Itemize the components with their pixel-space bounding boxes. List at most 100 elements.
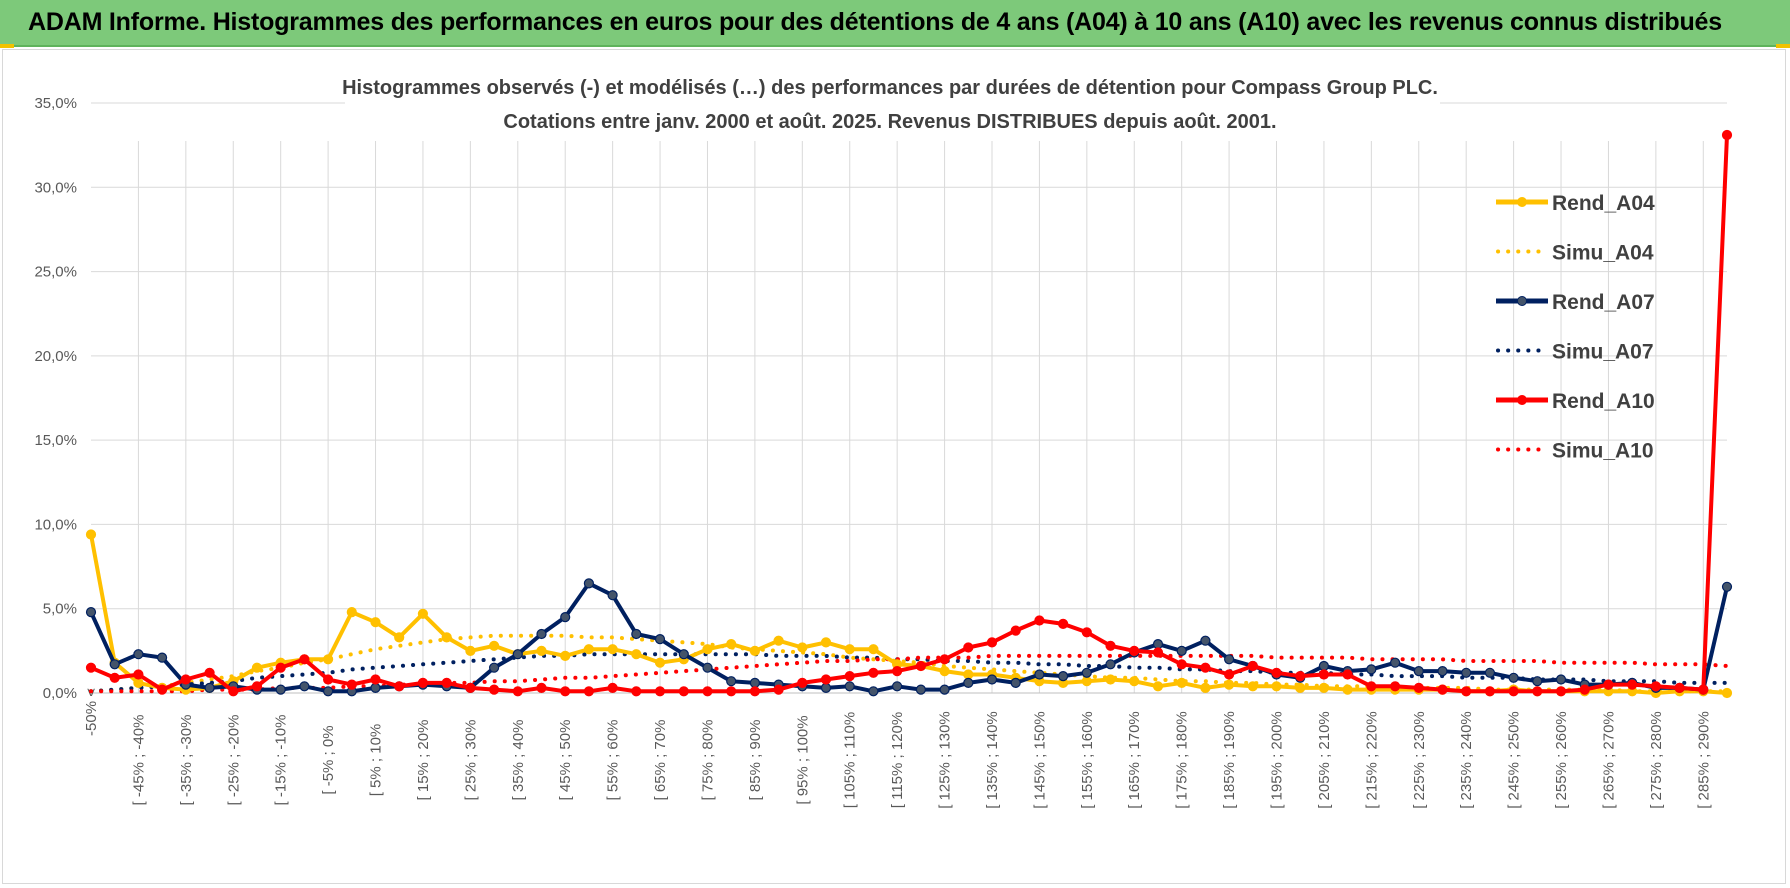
legend-entry: Simu_A07 <box>1496 341 1654 364</box>
data-point <box>1081 627 1092 638</box>
data-point <box>133 669 144 680</box>
data-point <box>1295 670 1306 682</box>
y-tick-label: 5,0% <box>43 601 77 618</box>
gridlines <box>91 102 1727 694</box>
data-point <box>323 686 334 697</box>
x-tick-label: [ 165% ; 170% <box>1126 711 1143 809</box>
data-point <box>1342 684 1353 695</box>
banner-accent-right <box>1776 44 1790 48</box>
data-point <box>489 684 500 695</box>
data-point <box>275 662 286 673</box>
x-tick-label: [ 225% ; 230% <box>1411 711 1428 809</box>
data-point <box>1318 660 1330 672</box>
data-point <box>346 679 357 690</box>
data-point <box>607 644 618 655</box>
data-point <box>797 642 808 653</box>
data-point <box>963 642 974 653</box>
data-point <box>1081 676 1092 687</box>
data-point <box>1555 686 1567 697</box>
y-tick-label: 35,0% <box>34 95 77 112</box>
data-point <box>1200 662 1211 673</box>
data-point <box>465 682 476 694</box>
x-tick-label: [ -15% ; -10% <box>273 715 290 806</box>
data-point <box>1318 669 1330 680</box>
legend-label: Simu_A04 <box>1552 242 1654 265</box>
data-point <box>536 628 547 640</box>
legend-marker <box>1517 296 1527 306</box>
data-point <box>323 654 334 665</box>
data-point <box>370 682 381 694</box>
data-point <box>370 674 381 685</box>
data-point <box>1484 667 1496 678</box>
data-point <box>1176 645 1187 657</box>
legend-entry: Simu_A04 <box>1496 242 1654 265</box>
data-point <box>1200 682 1211 694</box>
y-tick-label: 20,0% <box>34 348 77 365</box>
data-point <box>749 686 761 697</box>
data-point <box>204 667 215 678</box>
x-tick-label: [ 105% ; 110% <box>842 712 859 808</box>
data-point <box>1010 625 1021 636</box>
data-point <box>133 649 144 660</box>
data-point <box>1461 667 1472 678</box>
data-point <box>1271 681 1282 692</box>
data-point <box>560 650 571 662</box>
data-point <box>726 638 737 650</box>
data-point <box>726 686 737 697</box>
data-point <box>1081 667 1092 678</box>
data-point <box>702 662 713 673</box>
x-tick-label: [ 175% ; 180% <box>1174 711 1191 809</box>
data-point <box>1223 679 1235 690</box>
data-point <box>85 606 97 618</box>
x-tick-label: [ 95% ; 100% <box>794 715 811 804</box>
legend-marker <box>1517 197 1527 207</box>
data-point <box>654 657 666 668</box>
data-point <box>1389 681 1401 692</box>
data-point <box>868 644 879 655</box>
x-tick-label: [ -25% ; -20% <box>225 715 242 806</box>
data-point <box>1176 677 1187 689</box>
x-tick-label: [ 25% ; 30% <box>462 720 479 801</box>
data-point <box>1318 682 1330 694</box>
data-point <box>1627 679 1638 690</box>
data-point <box>1176 659 1187 670</box>
data-point <box>204 682 215 694</box>
x-tick-label: [ -35% ; -30% <box>178 715 195 806</box>
data-point <box>963 669 974 680</box>
data-point <box>963 677 974 689</box>
data-point <box>1247 660 1258 672</box>
x-tick-label: [ 115% ; 120% <box>889 712 906 808</box>
data-point <box>1650 681 1662 692</box>
data-point <box>583 644 595 655</box>
data-point <box>844 681 855 692</box>
legend-entry: Rend_A07 <box>1496 291 1655 314</box>
data-point <box>1532 676 1543 687</box>
data-point <box>560 686 571 697</box>
data-point <box>1603 679 1614 690</box>
data-point <box>1105 640 1116 651</box>
data-point <box>465 645 476 657</box>
x-tick-label: [ 55% ; 60% <box>605 720 622 801</box>
legend-label: Rend_A07 <box>1552 291 1655 314</box>
x-tick-label: [ 75% ; 80% <box>699 720 716 801</box>
data-point <box>631 686 642 697</box>
data-point <box>1057 670 1069 682</box>
data-point <box>1105 674 1116 685</box>
x-axis: -50% < [ -45% ; -40% [ -35% ; -30% [ -25% ;… <box>83 688 1712 809</box>
data-point <box>560 611 571 623</box>
x-tick-label: [ 235% ; 240% <box>1458 711 1475 809</box>
series-line <box>90 134 1729 694</box>
x-tick-label: [ 205% ; 210% <box>1316 711 1333 809</box>
legend-marker <box>1517 395 1527 405</box>
data-point <box>749 645 761 657</box>
data-point <box>820 674 832 685</box>
data-point <box>1034 669 1045 680</box>
data-point <box>820 682 832 694</box>
x-tick-label: [ -5% ; 0% <box>320 725 337 794</box>
data-point <box>868 667 879 678</box>
data-point <box>1555 674 1567 685</box>
data-point <box>1413 665 1424 677</box>
data-point <box>678 649 689 660</box>
x-tick-label: [ 265% ; 270% <box>1600 711 1617 809</box>
